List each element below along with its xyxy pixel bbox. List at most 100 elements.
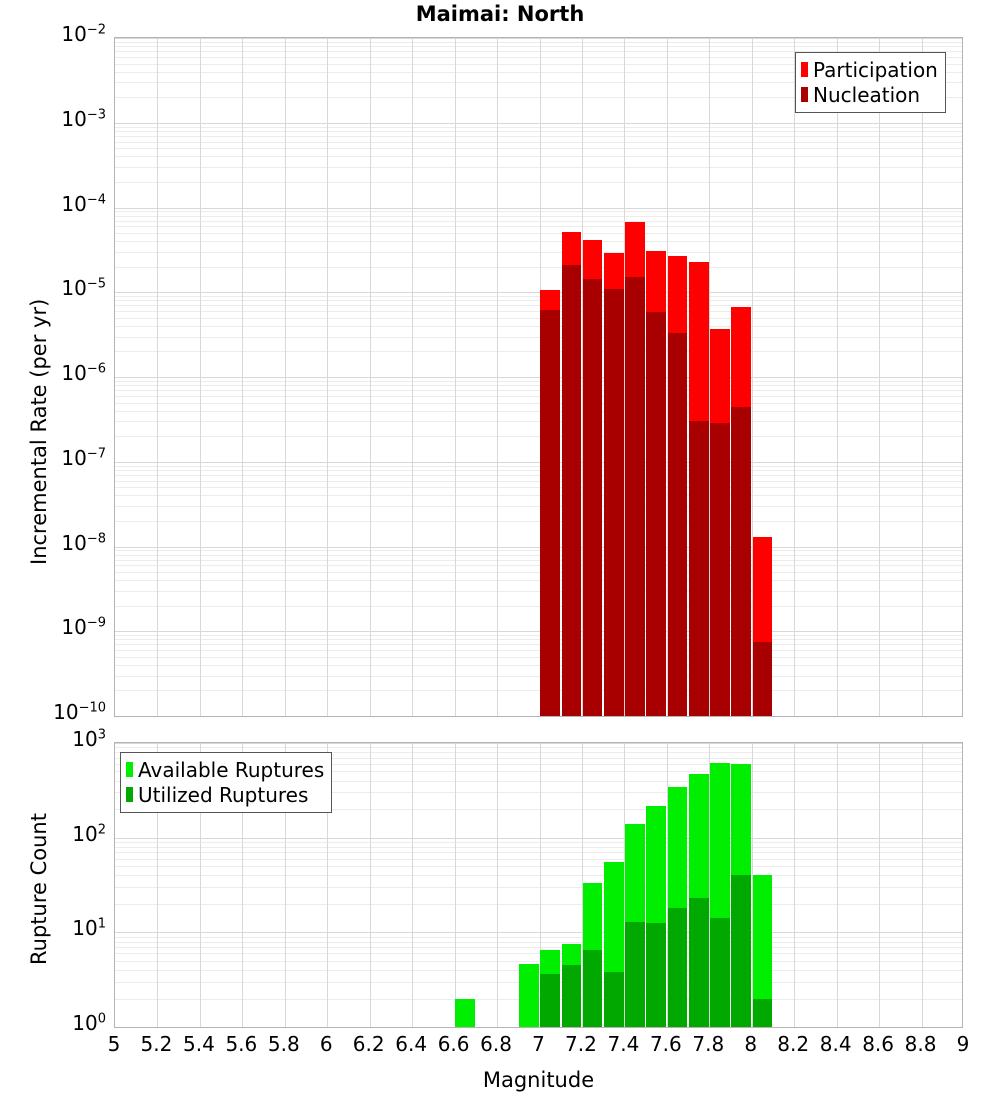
bar	[477, 743, 497, 1027]
gridline-vertical	[539, 743, 541, 1027]
bar	[603, 38, 624, 716]
gridline-minor	[115, 465, 962, 467]
bar	[667, 743, 688, 1027]
gridline-minor	[115, 305, 962, 307]
gridline-major	[115, 546, 962, 548]
legend-swatch-icon	[801, 87, 808, 102]
legend-item: Available Ruptures	[126, 757, 324, 782]
x-tick-label: 7.4	[607, 1032, 640, 1056]
gridline-vertical	[709, 38, 711, 716]
gridline-minor	[115, 747, 962, 749]
gridline-minor	[115, 771, 962, 773]
x-tick-label: 7.8	[692, 1032, 725, 1056]
gridline-minor	[115, 554, 962, 556]
y-tick-label: 10−4	[61, 191, 106, 216]
gridline-minor	[115, 215, 962, 217]
bar-segment-inner	[667, 333, 688, 716]
bar	[625, 38, 645, 716]
gridline-minor	[115, 941, 962, 943]
gridline-minor	[115, 565, 962, 567]
y-tick-label: 10−5	[61, 276, 106, 301]
gridline-minor	[115, 559, 962, 561]
gridline-minor	[115, 41, 962, 43]
incremental-rate-panel	[114, 37, 963, 717]
gridline-minor	[115, 752, 962, 754]
gridline-vertical	[412, 743, 414, 1027]
bar	[752, 38, 773, 716]
gridline-minor	[115, 336, 962, 338]
gridline-minor	[115, 296, 962, 298]
gridline-vertical	[157, 743, 159, 1027]
gridline-minor	[115, 251, 962, 253]
x-tick-label: 8.2	[777, 1032, 810, 1056]
bar-segment-inner	[688, 898, 709, 1027]
gridline-minor	[115, 181, 962, 183]
gridline-minor	[115, 469, 962, 471]
x-tick-label: 5.6	[225, 1032, 258, 1056]
gridline-minor	[115, 51, 962, 53]
bar-segment-inner	[731, 407, 751, 716]
bar	[582, 743, 603, 1027]
gridline-minor	[115, 852, 962, 854]
gridline-vertical	[794, 743, 796, 1027]
legend-item: Nucleation	[801, 82, 938, 107]
y-tick-label: 10−8	[61, 530, 106, 555]
gridline-minor	[115, 903, 962, 905]
bar	[752, 743, 773, 1027]
bar	[582, 38, 603, 716]
legend-item: Utilized Ruptures	[126, 782, 324, 807]
rupture-count-bars	[115, 743, 962, 1027]
y-tick-label: 10−7	[61, 445, 106, 470]
legend-swatch-icon	[126, 787, 133, 802]
gridline-minor	[115, 126, 962, 128]
gridline-minor	[115, 580, 962, 582]
gridline-minor	[115, 792, 962, 794]
x-tick-label: 8.4	[819, 1032, 852, 1056]
bar	[710, 38, 730, 716]
gridline-minor	[115, 395, 962, 397]
bar-segment-inner	[582, 278, 603, 716]
gridline-minor	[115, 605, 962, 607]
incremental-rate-legend: Participation Nucleation	[795, 52, 946, 113]
bar-segment-outer	[752, 875, 773, 1027]
gridline-minor	[115, 650, 962, 652]
gridline-minor	[115, 675, 962, 677]
gridline-minor	[115, 960, 962, 962]
gridline-minor	[115, 436, 962, 438]
bar-segment-inner	[561, 965, 582, 1027]
bar	[455, 743, 476, 1027]
x-tick-label: 6.8	[480, 1032, 512, 1056]
bar	[561, 38, 582, 716]
gridline-vertical	[879, 38, 881, 716]
gridline-minor	[115, 233, 962, 234]
legend-swatch-icon	[801, 62, 808, 77]
gridline-minor	[115, 241, 962, 243]
gridline-minor	[115, 639, 962, 641]
legend-label: Utilized Ruptures	[138, 782, 309, 807]
gridline-vertical	[454, 743, 456, 1027]
gridline-vertical	[539, 38, 541, 716]
gridline-vertical	[751, 743, 753, 1027]
bar	[561, 743, 582, 1027]
gridline-minor	[115, 156, 962, 158]
gridline-minor	[115, 266, 962, 268]
gridline-minor	[115, 474, 962, 476]
gridline-vertical	[921, 38, 923, 716]
bar	[603, 743, 624, 1027]
gridline-minor	[115, 380, 962, 382]
y-tick-label: 10−10	[53, 700, 106, 724]
gridline-minor	[115, 211, 962, 213]
bar	[731, 38, 751, 716]
bar	[625, 743, 645, 1027]
x-tick-label: 6	[319, 1032, 333, 1056]
gridline-minor	[115, 936, 962, 938]
gridline-vertical	[242, 743, 244, 1027]
y-tick-label: 10−3	[61, 106, 106, 131]
x-tick-label: 5.2	[140, 1032, 173, 1056]
magnitude-axis-label: Magnitude	[482, 1068, 595, 1092]
bar	[667, 38, 688, 716]
rupture-count-plot-area	[115, 743, 962, 1027]
bar-segment-inner	[731, 875, 751, 1027]
gridline-major	[115, 631, 962, 633]
gridline-minor	[115, 421, 962, 423]
